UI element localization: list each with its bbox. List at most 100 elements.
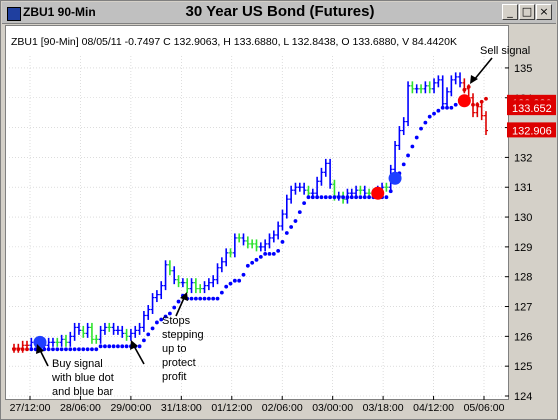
stops-arrowhead-1 [130,340,138,350]
stop-dot [414,135,419,140]
stop-dot [124,344,129,349]
stop-dot [85,347,90,352]
price-tag: 133.652 [507,100,556,116]
stop-dot [12,347,16,352]
price-tag-label: 132.906 [512,125,552,137]
stop-dot [440,105,445,110]
stop-dot [401,162,406,167]
x-tick-label: 31/18:00 [161,402,202,414]
stops-arrow-2 [175,297,185,317]
stop-dot [358,195,363,200]
stop-dot [98,344,103,349]
price-tag-box [507,122,556,138]
stop-dot [406,153,410,158]
stop-dot [103,344,107,349]
stop-dot [90,347,94,352]
stop-dot [77,347,81,352]
price-chart[interactable]: 124125126127128129130131132133134135 27/… [4,24,558,418]
stop-dot [51,347,55,352]
stop-dot [367,195,371,200]
stop-dot [176,299,181,304]
stop-dot [64,347,68,352]
stop-dot [107,344,112,349]
stop-dot [211,296,216,301]
stop-dot [228,281,233,286]
stop-dot [202,296,207,301]
y-tick-label: 127 [514,302,532,314]
stop-dot [336,195,341,200]
buy-signal-label: Buy signal [52,358,103,370]
x-tick-label: 29/00:00 [110,402,151,414]
stop-dot [453,102,458,107]
y-tick-label: 128 [514,272,532,284]
stop-dot [427,114,432,119]
stop-dot [341,195,346,200]
stop-dot [354,195,358,200]
stop-dot [410,144,415,149]
stop-dot [237,278,242,283]
stop-dot [297,210,302,215]
stop-dot [293,219,298,223]
x-tick-label: 03/18:00 [363,402,404,414]
stop-dot [323,195,328,200]
window-title: 30 Year US Bond (Futures) [185,3,375,20]
stop-dot [306,195,311,200]
stop-dot [29,347,34,352]
x-tick-label: 27/12:00 [10,402,51,414]
stop-dot [245,263,250,268]
stop-dot [72,347,77,352]
x-tick-label: 03/00:00 [312,402,353,414]
stop-dot [349,195,354,200]
y-tick-label: 129 [514,242,532,254]
stop-dot [462,87,467,92]
info-line: ZBU1 [90-Min] 08/05/11 -0.7497 C 132.906… [11,36,457,48]
buy-signal-label: with blue dot [51,372,114,384]
x-tick-label: 02/06:00 [262,402,303,414]
chart-icon [7,7,21,21]
stop-dot [328,195,333,200]
stop-dot [449,105,454,110]
stop-dot [163,314,168,319]
stop-dot [302,201,307,206]
sell-signal-label: Sell signal [480,45,530,57]
stop-dot [111,344,116,349]
stop-dot [310,195,315,200]
stop-dot [471,102,475,107]
stop-dot [81,347,86,352]
stop-dot [154,320,159,325]
stops-arrowhead-2 [180,292,188,301]
stop-dot [250,260,255,265]
stop-dot [479,99,484,104]
buy-signal-dot [33,335,47,349]
stop-dot [206,296,211,301]
maximize-button[interactable]: □ [519,4,535,20]
stop-dot [445,105,449,110]
y-tick-label: 124 [514,391,532,403]
stop-dot [475,102,480,107]
stops-arrow-1 [133,345,145,365]
buy-arrow [39,349,49,367]
stop-dot [20,347,25,352]
stop-dot [16,347,21,352]
stop-dot [289,225,294,229]
stop-dot [42,347,47,352]
minimize-button[interactable]: _ [502,4,518,20]
stop-dot [345,195,350,200]
stop-dot [219,290,224,295]
y-tick-label: 132 [514,152,532,164]
stop-dot [215,296,220,301]
stop-dot [267,251,272,256]
stop-dot [432,111,436,116]
stop-dot [384,195,389,200]
stop-dot [362,195,367,200]
close-button[interactable]: × [536,4,552,20]
stop-dot [120,344,125,349]
sell-arrowhead [470,75,478,84]
stop-dot [466,84,471,89]
price-tag-box [507,100,556,116]
stop-dot [271,251,276,256]
stop-dot [146,332,151,337]
title-bar: ZBU1 90-Min 30 Year US Bond (Futures) _ … [2,2,556,24]
stop-dot [198,296,203,301]
stops-label: up to [162,343,186,355]
